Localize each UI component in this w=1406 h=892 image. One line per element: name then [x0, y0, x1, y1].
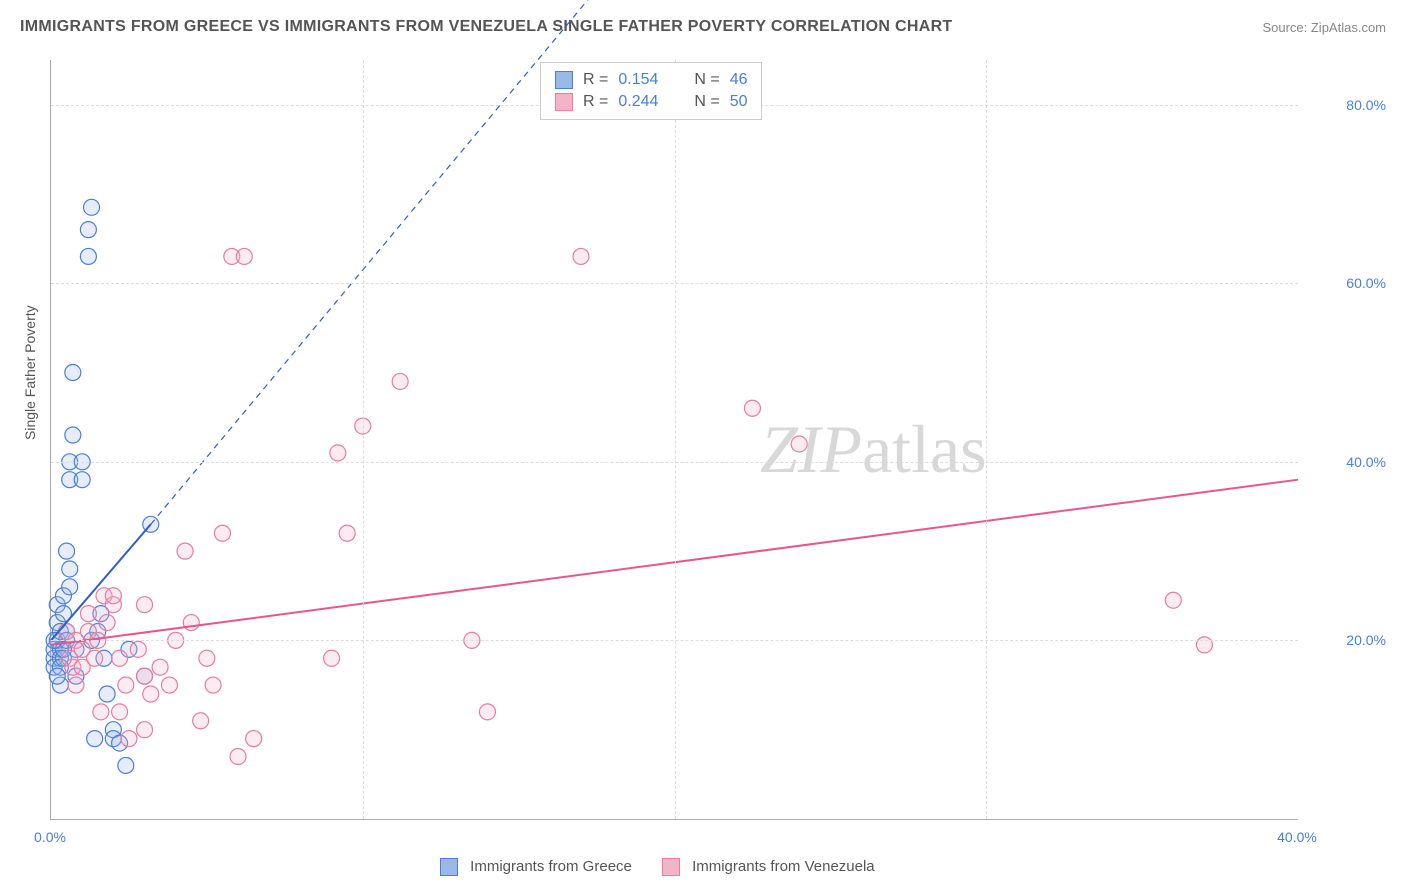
- r-value-venezuela: 0.244: [618, 93, 672, 111]
- legend-label-greece: Immigrants from Greece: [470, 858, 632, 875]
- scatter-point-venezuela: [199, 650, 215, 666]
- r-value-greece: 0.154: [618, 71, 672, 89]
- scatter-point-venezuela: [214, 525, 230, 541]
- chart-container: IMMIGRANTS FROM GREECE VS IMMIGRANTS FRO…: [0, 0, 1406, 892]
- scatter-point-venezuela: [193, 713, 209, 729]
- legend-item-greece: Immigrants from Greece: [440, 858, 632, 876]
- x-tick-label: 0.0%: [34, 829, 66, 845]
- plot-area: [50, 60, 1298, 820]
- chart-title: IMMIGRANTS FROM GREECE VS IMMIGRANTS FRO…: [20, 18, 953, 36]
- scatter-point-venezuela: [392, 373, 408, 389]
- y-tick-label: 40.0%: [1346, 454, 1386, 470]
- scatter-point-venezuela: [143, 686, 159, 702]
- scatter-point-greece: [99, 686, 115, 702]
- gridline-v: [675, 60, 676, 819]
- scatter-point-venezuela: [93, 704, 109, 720]
- legend-swatch-venezuela-bottom: [662, 858, 680, 876]
- legend-swatch-greece-bottom: [440, 858, 458, 876]
- scatter-point-venezuela: [99, 615, 115, 631]
- scatter-point-greece: [80, 222, 96, 238]
- scatter-point-venezuela: [177, 543, 193, 559]
- gridline-v: [986, 60, 987, 819]
- legend-swatch-greece: [555, 71, 573, 89]
- scatter-point-venezuela: [324, 650, 340, 666]
- scatter-point-greece: [49, 668, 65, 684]
- scatter-point-venezuela: [205, 677, 221, 693]
- scatter-point-greece: [87, 731, 103, 747]
- x-tick-label: 40.0%: [1277, 829, 1317, 845]
- gridline-v: [363, 60, 364, 819]
- scatter-point-greece: [74, 472, 90, 488]
- scatter-point-venezuela: [112, 650, 128, 666]
- scatter-point-venezuela: [87, 650, 103, 666]
- scatter-point-greece: [62, 579, 78, 595]
- scatter-point-venezuela: [183, 615, 199, 631]
- scatter-point-venezuela: [105, 588, 121, 604]
- scatter-point-venezuela: [137, 597, 153, 613]
- scatter-point-venezuela: [121, 731, 137, 747]
- scatter-point-venezuela: [137, 668, 153, 684]
- scatter-point-venezuela: [152, 659, 168, 675]
- scatter-point-greece: [62, 561, 78, 577]
- y-axis-label: Single Father Poverty: [22, 305, 38, 440]
- scatter-point-venezuela: [246, 731, 262, 747]
- legend-item-venezuela: Immigrants from Venezuela: [662, 858, 875, 876]
- scatter-point-venezuela: [573, 248, 589, 264]
- scatter-point-venezuela: [236, 248, 252, 264]
- n-value-venezuela: 50: [730, 93, 748, 111]
- scatter-point-greece: [65, 365, 81, 381]
- stats-legend-box: R = 0.154 N = 46 R = 0.244 N = 50: [540, 62, 762, 120]
- scatter-point-venezuela: [68, 677, 84, 693]
- scatter-point-greece: [84, 199, 100, 215]
- scatter-point-venezuela: [1196, 637, 1212, 653]
- scatter-point-greece: [118, 757, 134, 773]
- source-label: Source: ZipAtlas.com: [1262, 20, 1386, 35]
- y-tick-label: 80.0%: [1346, 97, 1386, 113]
- legend-label-venezuela: Immigrants from Venezuela: [692, 858, 875, 875]
- scatter-point-venezuela: [479, 704, 495, 720]
- scatter-point-venezuela: [330, 445, 346, 461]
- scatter-point-greece: [59, 543, 75, 559]
- scatter-point-venezuela: [130, 641, 146, 657]
- n-label: N =: [694, 93, 719, 111]
- scatter-point-venezuela: [230, 748, 246, 764]
- legend-swatch-venezuela: [555, 93, 573, 111]
- stats-row-greece: R = 0.154 N = 46: [555, 69, 747, 91]
- r-label: R =: [583, 71, 608, 89]
- scatter-point-venezuela: [744, 400, 760, 416]
- n-value-greece: 46: [730, 71, 748, 89]
- y-tick-label: 60.0%: [1346, 275, 1386, 291]
- legend-bottom: Immigrants from Greece Immigrants from V…: [440, 858, 875, 876]
- n-label: N =: [694, 71, 719, 89]
- scatter-point-venezuela: [161, 677, 177, 693]
- y-tick-label: 20.0%: [1346, 632, 1386, 648]
- scatter-point-venezuela: [137, 722, 153, 738]
- scatter-point-greece: [65, 427, 81, 443]
- scatter-point-venezuela: [339, 525, 355, 541]
- stats-row-venezuela: R = 0.244 N = 50: [555, 91, 747, 113]
- scatter-point-venezuela: [112, 704, 128, 720]
- scatter-point-venezuela: [791, 436, 807, 452]
- scatter-point-venezuela: [1165, 592, 1181, 608]
- scatter-point-venezuela: [118, 677, 134, 693]
- r-label: R =: [583, 93, 608, 111]
- scatter-point-venezuela: [80, 606, 96, 622]
- scatter-point-greece: [80, 248, 96, 264]
